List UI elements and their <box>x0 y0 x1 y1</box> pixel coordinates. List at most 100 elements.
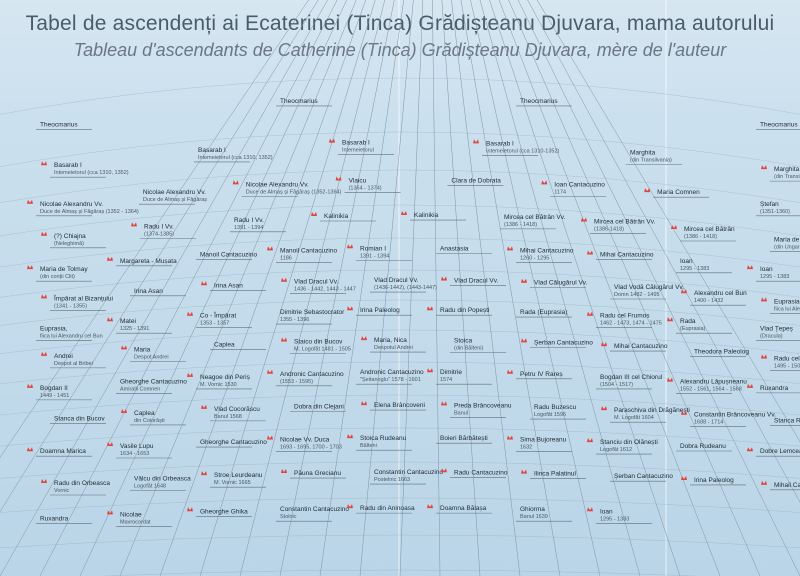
crown-marker <box>107 317 113 322</box>
crown-marker <box>107 510 113 515</box>
ancestor-entry: Radu cel Mare1495 - 1508 <box>761 354 800 371</box>
generation-band <box>0 329 800 354</box>
crown-marker <box>281 277 287 282</box>
ancestor-entry: Mircea cel Bătrân Vv.(1386 - 1418) <box>500 214 565 230</box>
fan-ray <box>479 0 641 576</box>
ancestor-entry: Mihai Cantacuzino <box>587 250 654 260</box>
ancestor-detail: Logofăt 1612 <box>600 447 632 453</box>
ancestor-detail: Banul 1568 <box>214 414 242 420</box>
ancestor-detail: (din Ungaria) <box>774 244 800 250</box>
ancestor-entry: Constantin Brâncoveanu Vv.1688 - 1714 <box>681 410 776 428</box>
ancestor-name: Radu cel Frumos <box>600 313 650 320</box>
ancestor-name: Basarab I <box>198 147 226 154</box>
crown-marker <box>121 345 127 350</box>
fan-ray <box>0 0 309 458</box>
ancestor-detail: (1436-1442), (1443-1447) <box>374 285 437 291</box>
generation-band <box>0 361 800 384</box>
ancestor-detail: (1341 - 1355) <box>54 303 87 309</box>
ancestor-entry: Stanca Rudeanu <box>770 418 800 427</box>
ancestor-name: Petru IV Rareș <box>520 371 563 378</box>
ancestor-entry: Vlad Dracul Vv.1436 - 1442, 1443 - 1447 <box>281 277 356 295</box>
ancestor-name: Stanca din Bucov <box>54 415 105 422</box>
ancestor-detail: (1374-1385) <box>144 231 174 237</box>
ancestor-entry: Irina Asan <box>201 281 266 291</box>
ancestor-detail: 1634 - 1653 <box>120 451 149 457</box>
crown-marker <box>681 410 687 415</box>
ancestor-detail: 1495 - 1508 <box>774 364 800 370</box>
ancestor-detail: (1351-1360) <box>760 209 790 215</box>
ancestor-name: Mihai Cantacuzino <box>520 247 574 254</box>
ancestor-name: Dimitrie Sebastocrator <box>280 309 345 316</box>
crown-marker <box>587 311 593 316</box>
ancestor-detail: Bălteni <box>360 443 377 449</box>
ancestor-entry: Rada(Euprasia) <box>667 317 732 334</box>
crown-marker <box>427 306 433 311</box>
crown-marker <box>361 401 367 406</box>
ancestor-detail: Duce de Almaș și Făgăraș (1352-1364) <box>246 189 342 195</box>
ancestor-name: Vlaicu <box>349 177 367 184</box>
ancestor-name: Manoil Cantacuzino <box>200 252 257 259</box>
crown-marker <box>427 368 433 373</box>
fan-ray <box>536 0 800 443</box>
crown-marker <box>187 311 193 316</box>
crown-marker <box>427 504 433 509</box>
ancestor-name: Maria, Nica <box>374 337 407 344</box>
ancestor-name: Ștefan <box>760 201 779 208</box>
crown-marker <box>401 211 407 216</box>
generation-band <box>0 461 800 479</box>
ancestor-name: Caplea <box>214 342 235 349</box>
crown-marker <box>441 468 447 473</box>
ancestor-detail: (Euprasia) <box>680 326 706 332</box>
crown-marker <box>587 507 593 512</box>
generation-band <box>0 131 800 167</box>
ancestor-entry: Caplea <box>210 342 266 350</box>
ancestor-name: Stanca Rudeanu <box>774 418 800 425</box>
ancestor-detail: Banul <box>454 410 468 416</box>
ancestor-entry: Vlad Dracul Vv.(1436-1442), (1443-1447) <box>370 277 437 293</box>
ancestor-entry: Theocmarius <box>756 121 800 130</box>
ancestor-detail: 1355 - 1396 <box>280 317 309 323</box>
ancestor-detail: 1353 - 1357 <box>200 321 229 327</box>
ancestor-name: Maria de Tolmay <box>40 266 88 273</box>
ancestor-detail: Intemeietorul (cca 1310, 1352) <box>198 155 273 161</box>
ancestor-detail: 1436 - 1442, 1443 - 1447 <box>294 287 356 293</box>
generation-band <box>0 269 800 298</box>
ancestor-entry: Vlad Călugărul Vv. <box>521 278 588 289</box>
generation-band <box>0 497 800 513</box>
ancestor-entry: (?) Chiajna(Neleghimă) <box>41 231 106 249</box>
ancestor-detail: Domn 1482 - 1495 <box>614 292 660 298</box>
crown-marker <box>521 338 527 343</box>
ancestor-entry: Andronic Cantacuzino"Șeitanoglu" 1578 - … <box>356 369 424 385</box>
crown-marker <box>601 406 607 411</box>
ancestor-name: Stanciu din Olănești <box>600 439 658 446</box>
ancestor-entry: Radu din Aninoasa <box>347 504 415 514</box>
ancestor-entry: Elena Brâncoveni <box>361 401 426 411</box>
ancestor-entry: Radu I Vv.1391 - 1394 <box>230 217 286 233</box>
ancestor-name: Kalinikia <box>414 212 439 219</box>
ancestor-name: Marghita <box>630 149 656 156</box>
ancestor-entry: Radu Cantacuzino <box>441 468 508 478</box>
crown-marker <box>107 256 113 261</box>
ancestor-name: Păuna Grecianu <box>294 470 341 477</box>
ancestor-entry: Marghita(din Transilvania) <box>626 149 682 165</box>
ancestor-name: Radu din Orbeasca <box>54 480 110 487</box>
crown-marker <box>107 442 113 446</box>
ancestor-name: Basarab I <box>486 140 514 147</box>
ancestor-name: Andrei <box>54 353 73 360</box>
fan-ray <box>451 0 521 576</box>
